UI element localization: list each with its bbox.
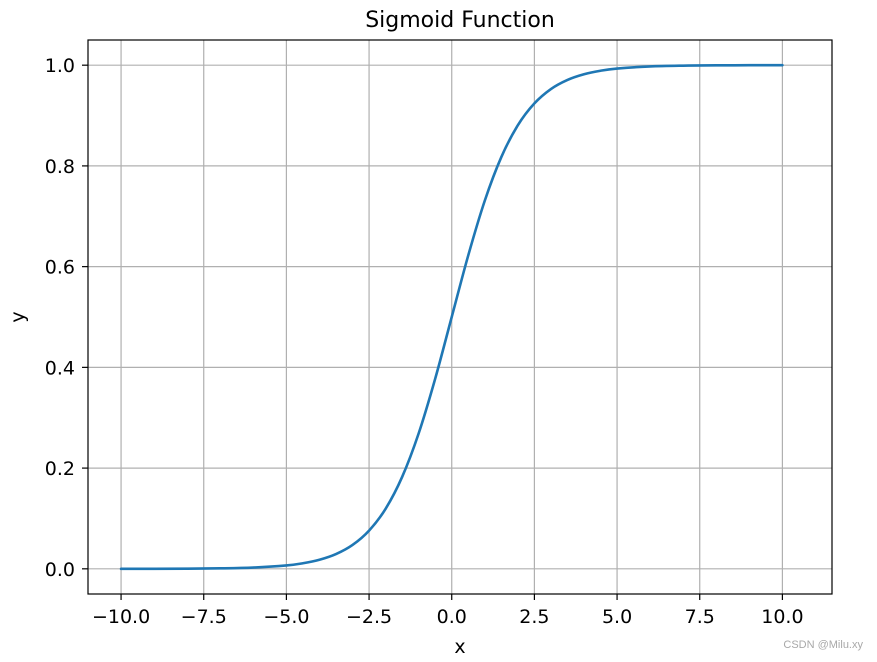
x-tick-label: 10.0 xyxy=(761,606,803,628)
x-tick-label: −7.5 xyxy=(181,606,227,628)
plot-frame xyxy=(87,39,833,595)
ticks-layer: −10.0 −7.5 −5.0 −2.5 0.0 2.5 5.0 7.5 10.0 0.0 0.2 0… xyxy=(45,55,804,628)
x-tick-label: −2.5 xyxy=(346,606,392,628)
y-axis-label: y xyxy=(7,311,29,322)
x-axis-label: x xyxy=(454,636,465,658)
y-tick-label: 0.6 xyxy=(45,257,75,279)
y-tick-label: 0.0 xyxy=(45,559,75,581)
x-tick-label: 2.5 xyxy=(519,606,549,628)
y-tick-label: 0.4 xyxy=(45,357,75,379)
watermark-text: CSDN @Milu.xy xyxy=(783,639,863,651)
x-tick-label: 7.5 xyxy=(685,606,715,628)
y-tick-label: 0.8 xyxy=(45,156,75,178)
y-tick-label: 1.0 xyxy=(45,55,75,77)
x-tick-label: −10.0 xyxy=(92,606,150,628)
x-tick-label: 5.0 xyxy=(602,606,632,628)
grid-layer xyxy=(88,40,832,594)
series-layer xyxy=(119,63,784,571)
sigmoid-series-line xyxy=(119,63,784,571)
y-tick-label: 0.2 xyxy=(45,458,75,480)
x-tick-label: −5.0 xyxy=(263,606,309,628)
chart-title: Sigmoid Function xyxy=(365,8,555,33)
x-tick-label: 0.0 xyxy=(437,606,467,628)
